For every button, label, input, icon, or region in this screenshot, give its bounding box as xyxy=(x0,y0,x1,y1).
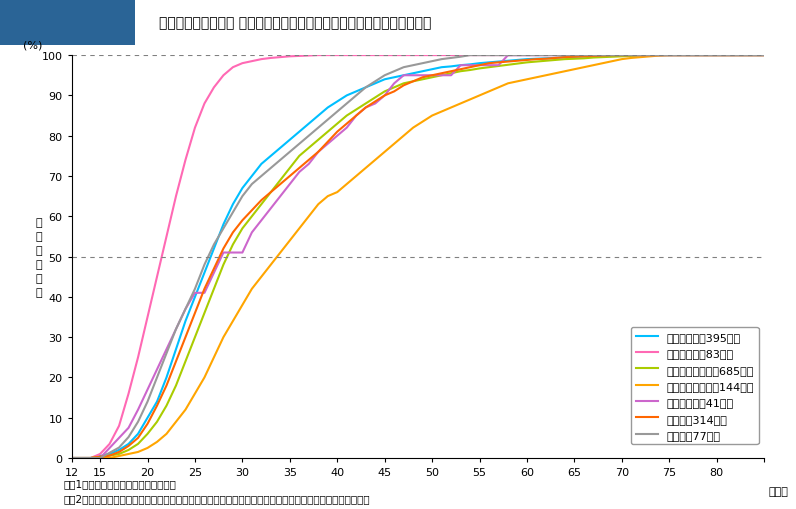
小児強姦型（41人） xyxy=(456,63,466,69)
盗撮型（77人） xyxy=(67,455,76,461)
小児強姦型（41人） xyxy=(503,53,513,59)
Text: 注　1　法務総合研究所の調査による。: 注 1 法務総合研究所の調査による。 xyxy=(64,478,177,488)
盗撮型（77人） xyxy=(209,242,219,248)
単独強姦型（395人） xyxy=(447,64,456,70)
小児強姦型（41人） xyxy=(447,73,456,79)
痴漢型（314人） xyxy=(219,246,228,252)
小児わいせつ型（144人） xyxy=(67,455,76,461)
小児わいせつ型（144人） xyxy=(209,354,219,360)
強制わいせつ型（685人） xyxy=(295,153,304,159)
小児強姦型（41人） xyxy=(702,53,712,59)
Line: 強制わいせつ型（685人）: 強制わいせつ型（685人） xyxy=(72,56,764,458)
単独強姦型（395人） xyxy=(626,53,636,59)
小児わいせつ型（144人） xyxy=(665,53,674,59)
集団強姦型（83人） xyxy=(370,53,380,59)
盗撮型（77人） xyxy=(702,53,712,59)
集団強姦型（83人） xyxy=(67,455,76,461)
小児強姦型（41人） xyxy=(209,270,219,276)
Legend: 単独強姦型（395人）, 集団強姦型（83人）, 強制わいせつ型（685人）, 小児わいせつ型（144人）, 小児強姦型（41人）, 痴漢型（314人）, 盗撮: 単独強姦型（395人）, 集団強姦型（83人）, 強制わいせつ型（685人）, … xyxy=(631,327,759,444)
強制わいせつ型（685人） xyxy=(456,69,466,75)
Text: 性犯罪者類型対象者 初回の性非行・性犯罪時の年齢による累積人員比率: 性犯罪者類型対象者 初回の性非行・性犯罪時の年齢による累積人員比率 xyxy=(159,16,431,30)
単独強姦型（395人） xyxy=(759,53,769,59)
単独強姦型（395人） xyxy=(456,63,466,69)
強制わいせつ型（685人） xyxy=(702,53,712,59)
痴漢型（314人） xyxy=(456,67,466,73)
集団強姦型（83人） xyxy=(759,53,769,59)
小児強姦型（41人） xyxy=(759,53,769,59)
Line: 単独強姦型（395人）: 単独強姦型（395人） xyxy=(72,56,764,458)
小児わいせつ型（144人） xyxy=(447,105,456,111)
単独強姦型（395人） xyxy=(209,246,219,252)
集団強姦型（83人） xyxy=(418,53,427,59)
Text: （歳）: （歳） xyxy=(769,486,789,496)
強制わいせつ型（685人） xyxy=(759,53,769,59)
小児強姦型（41人） xyxy=(67,455,76,461)
Line: 小児わいせつ型（144人）: 小児わいせつ型（144人） xyxy=(72,56,764,458)
強制わいせつ型（685人） xyxy=(67,455,76,461)
痴漢型（314人） xyxy=(295,165,304,172)
単独強姦型（395人） xyxy=(295,129,304,135)
盗撮型（77人） xyxy=(466,53,475,59)
小児わいせつ型（144人） xyxy=(456,101,466,107)
痴漢型（314人） xyxy=(607,53,617,59)
Text: 6-4-3-5図: 6-4-3-5図 xyxy=(36,16,100,30)
小児強姦型（41人） xyxy=(295,169,304,176)
強制わいせつ型（685人） xyxy=(447,71,456,77)
強制わいせつ型（685人） xyxy=(219,262,228,268)
集団強姦型（83人） xyxy=(256,57,266,63)
Line: 集団強姦型（83人）: 集団強姦型（83人） xyxy=(72,56,764,458)
小児強姦型（41人） xyxy=(219,250,228,256)
Line: 小児強姦型（41人）: 小児強姦型（41人） xyxy=(72,56,764,458)
盗撮型（77人） xyxy=(759,53,769,59)
集団強姦型（83人） xyxy=(380,53,389,59)
集団強姦型（83人） xyxy=(152,274,162,280)
小児わいせつ型（144人） xyxy=(702,53,712,59)
Line: 痴漢型（314人）: 痴漢型（314人） xyxy=(72,56,764,458)
Text: (%): (%) xyxy=(23,40,42,50)
強制わいせつ型（685人） xyxy=(209,286,219,292)
痴漢型（314人） xyxy=(759,53,769,59)
盗撮型（77人） xyxy=(295,142,304,148)
集団強姦型（83人） xyxy=(314,53,323,59)
痴漢型（314人） xyxy=(702,53,712,59)
集団強姦型（83人） xyxy=(352,53,361,59)
強制わいせつ型（685人） xyxy=(646,53,655,59)
痴漢型（314人） xyxy=(67,455,76,461)
小児わいせつ型（144人） xyxy=(219,334,228,341)
単独強姦型（395人） xyxy=(702,53,712,59)
盗撮型（77人） xyxy=(456,54,466,61)
Line: 盗撮型（77人）: 盗撮型（77人） xyxy=(72,56,764,458)
盗撮型（77人） xyxy=(447,56,456,62)
小児わいせつ型（144人） xyxy=(295,226,304,232)
盗撮型（77人） xyxy=(219,226,228,232)
痴漢型（314人） xyxy=(209,266,219,272)
Bar xyxy=(0,0,135,46)
単独強姦型（395人） xyxy=(67,455,76,461)
小児わいせつ型（144人） xyxy=(759,53,769,59)
Text: 2　「累積人員比率」は，横軸の年齢までに初回の性非行・性犯罪に及んだ者の累積人員の比率をいう。: 2 「累積人員比率」は，横軸の年齢までに初回の性非行・性犯罪に及んだ者の累積人員… xyxy=(64,493,370,503)
痴漢型（314人） xyxy=(447,69,456,75)
単独強姦型（395人） xyxy=(219,222,228,228)
Y-axis label: 累
積
人
員
比
率: 累 積 人 員 比 率 xyxy=(36,217,42,297)
